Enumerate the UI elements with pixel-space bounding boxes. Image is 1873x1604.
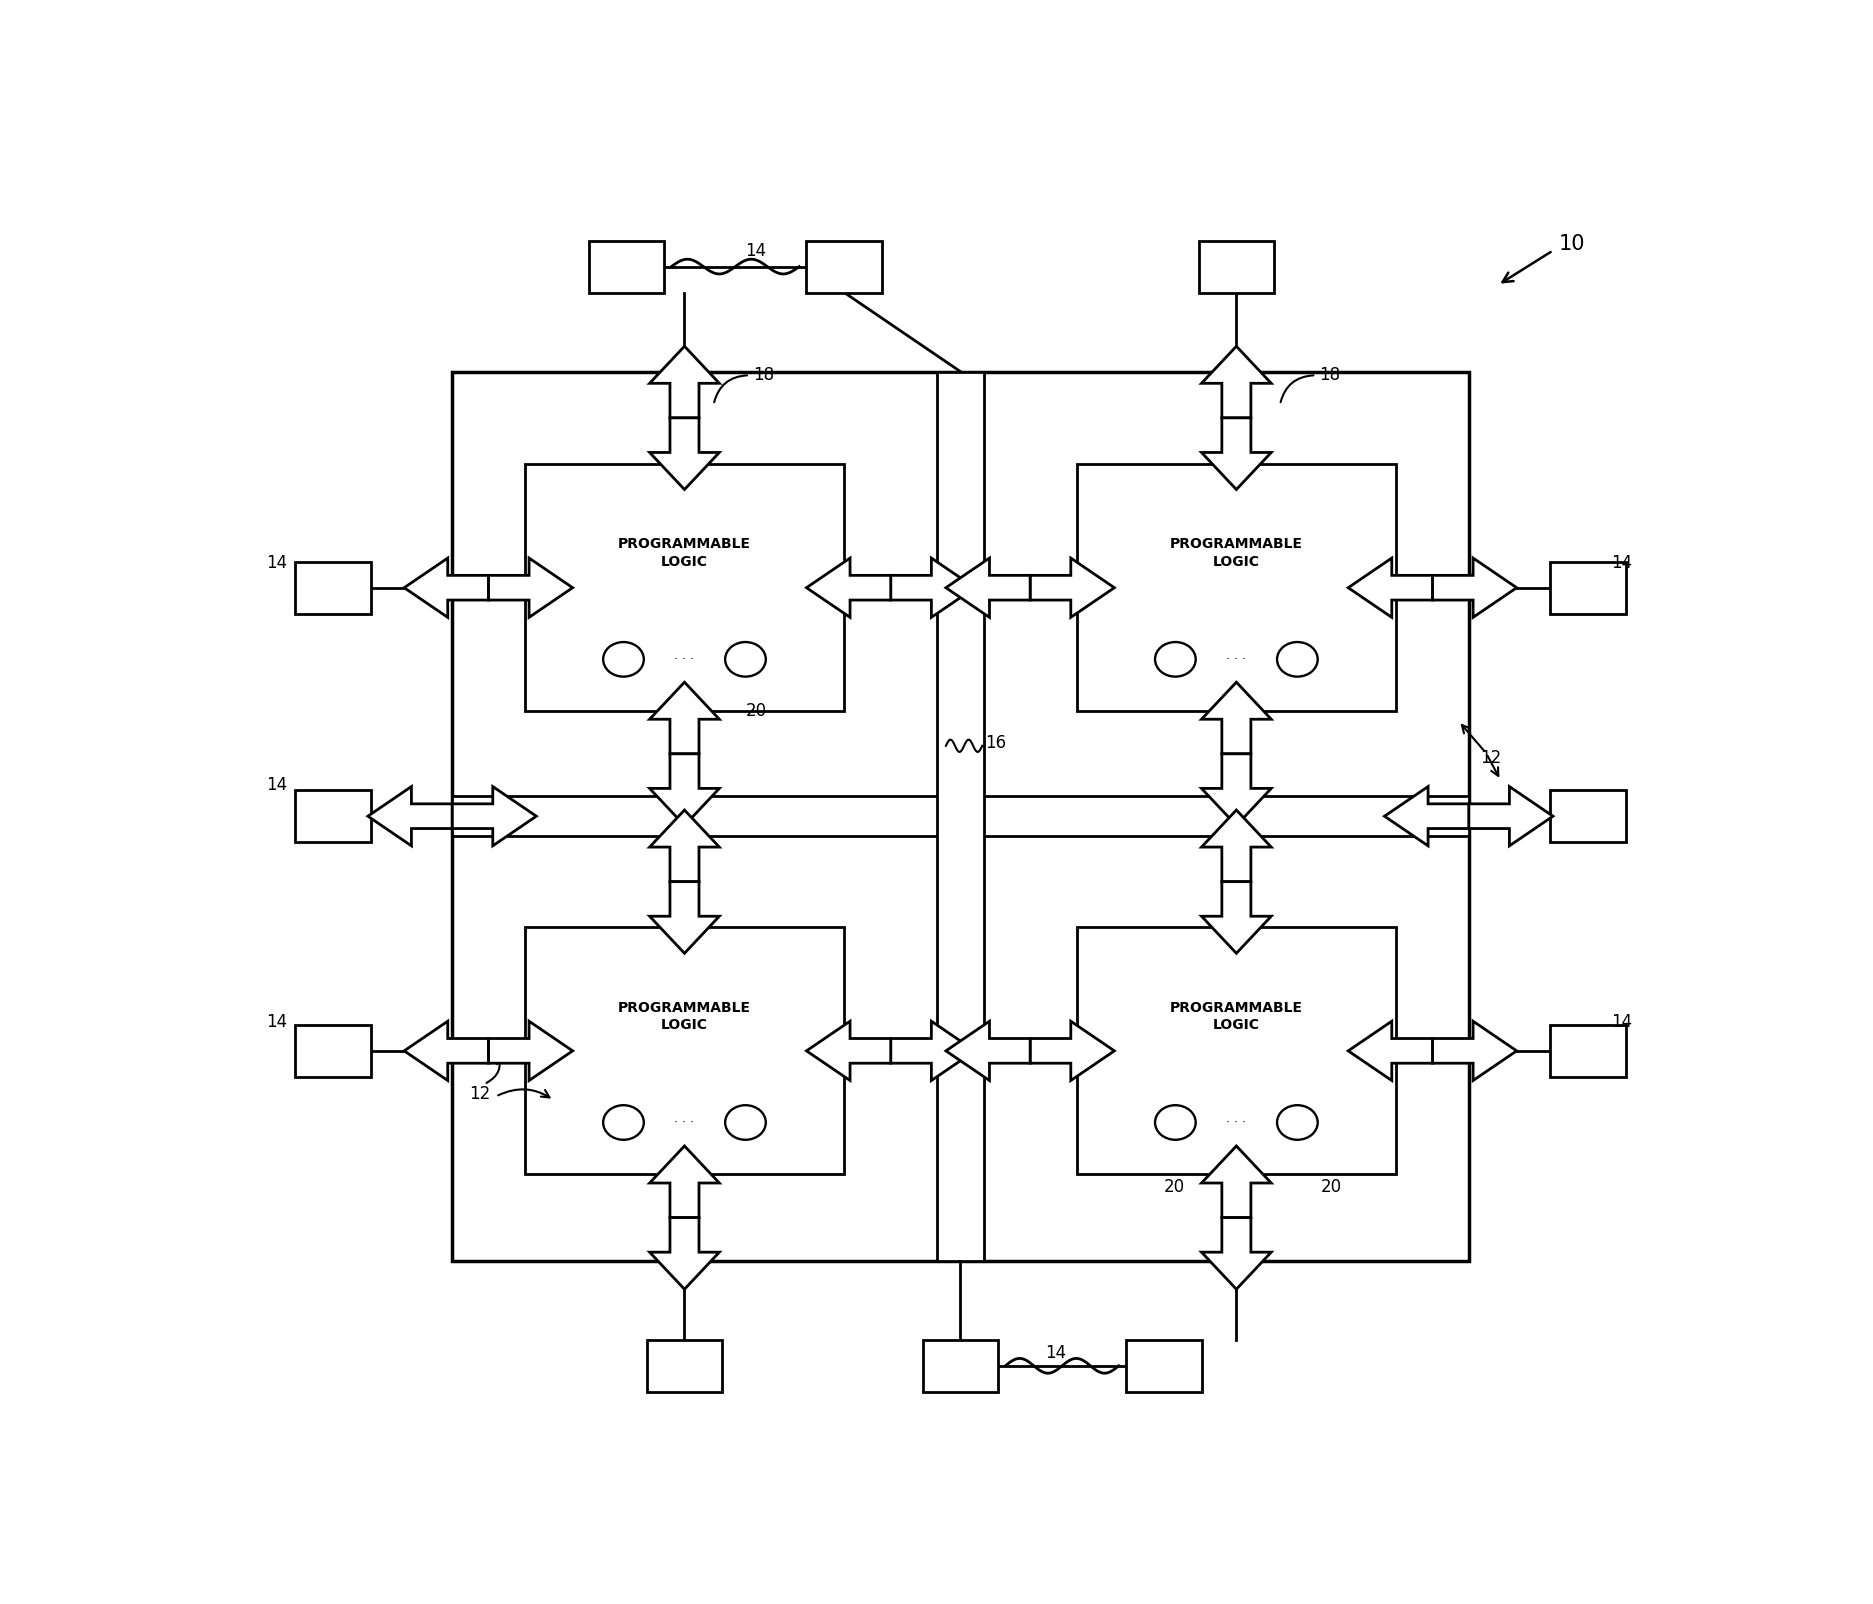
Circle shape [1276, 642, 1317, 677]
Polygon shape [1201, 810, 1270, 882]
Polygon shape [1347, 1022, 1431, 1081]
Polygon shape [405, 558, 489, 618]
Bar [1549, 561, 1624, 614]
Circle shape [725, 1105, 766, 1140]
Polygon shape [650, 754, 719, 826]
Text: 14: 14 [266, 1014, 287, 1031]
Polygon shape [367, 786, 451, 845]
Bar [1199, 241, 1274, 292]
Text: 14: 14 [266, 776, 287, 794]
Polygon shape [489, 1022, 573, 1081]
Polygon shape [489, 558, 573, 618]
Bar [1075, 927, 1395, 1174]
Circle shape [1154, 1105, 1195, 1140]
Text: 20: 20 [1163, 1177, 1184, 1195]
Polygon shape [946, 1022, 1030, 1081]
Polygon shape [1201, 754, 1270, 826]
Bar [451, 372, 1468, 1261]
Text: 12: 12 [470, 1084, 491, 1104]
Polygon shape [1431, 558, 1515, 618]
Text: 20: 20 [745, 703, 766, 720]
Text: 12: 12 [1480, 749, 1500, 767]
Text: 14: 14 [266, 553, 287, 573]
Polygon shape [890, 558, 974, 618]
Text: 16: 16 [985, 735, 1006, 752]
Text: 14: 14 [1611, 1014, 1631, 1031]
Text: PROGRAMMABLE
LOGIC: PROGRAMMABLE LOGIC [1169, 537, 1302, 569]
Polygon shape [1201, 882, 1270, 953]
Text: 10: 10 [1558, 234, 1585, 255]
Text: 18: 18 [1319, 366, 1339, 385]
Circle shape [725, 642, 766, 677]
Bar [296, 791, 371, 842]
Text: PROGRAMMABLE
LOGIC: PROGRAMMABLE LOGIC [1169, 1001, 1302, 1031]
Polygon shape [1347, 558, 1431, 618]
Text: 18: 18 [753, 366, 774, 385]
Polygon shape [1030, 1022, 1114, 1081]
Bar [296, 561, 371, 614]
Bar [922, 1339, 998, 1392]
Circle shape [1154, 642, 1195, 677]
Polygon shape [650, 1217, 719, 1290]
Text: · · ·: · · · [1225, 1116, 1246, 1129]
Bar [646, 1339, 721, 1392]
Polygon shape [1201, 682, 1270, 754]
Polygon shape [650, 882, 719, 953]
Bar [524, 464, 843, 711]
Circle shape [1276, 1105, 1317, 1140]
Circle shape [603, 642, 644, 677]
Bar [1549, 791, 1624, 842]
Text: PROGRAMMABLE
LOGIC: PROGRAMMABLE LOGIC [618, 1001, 751, 1031]
Polygon shape [650, 810, 719, 882]
Bar [296, 1025, 371, 1076]
Polygon shape [1201, 1217, 1270, 1290]
Polygon shape [650, 419, 719, 489]
Polygon shape [650, 346, 719, 419]
Polygon shape [805, 1022, 890, 1081]
Polygon shape [1201, 346, 1270, 419]
Polygon shape [805, 558, 890, 618]
Bar [936, 372, 983, 1261]
Bar [588, 241, 663, 292]
Text: 14: 14 [1611, 553, 1631, 573]
Bar [1126, 1339, 1201, 1392]
Bar [805, 241, 882, 292]
Text: · · ·: · · · [674, 653, 695, 666]
Polygon shape [1201, 1145, 1270, 1217]
Polygon shape [1468, 786, 1553, 845]
Polygon shape [451, 786, 536, 845]
Polygon shape [650, 1145, 719, 1217]
Bar [1549, 1025, 1624, 1076]
Text: · · ·: · · · [1225, 653, 1246, 666]
Text: 14: 14 [1043, 1344, 1066, 1362]
Bar [1075, 464, 1395, 711]
Polygon shape [650, 682, 719, 754]
Text: PROGRAMMABLE
LOGIC: PROGRAMMABLE LOGIC [618, 537, 751, 569]
Circle shape [603, 1105, 644, 1140]
Polygon shape [1431, 1022, 1515, 1081]
Polygon shape [946, 558, 1030, 618]
Polygon shape [890, 1022, 974, 1081]
Text: · · ·: · · · [674, 1116, 695, 1129]
Text: 14: 14 [745, 242, 766, 260]
Polygon shape [1384, 786, 1468, 845]
Bar [524, 927, 843, 1174]
Polygon shape [1201, 419, 1270, 489]
Text: 20: 20 [1320, 1177, 1341, 1195]
Polygon shape [1030, 558, 1114, 618]
Polygon shape [405, 1022, 489, 1081]
Bar [451, 797, 1468, 836]
